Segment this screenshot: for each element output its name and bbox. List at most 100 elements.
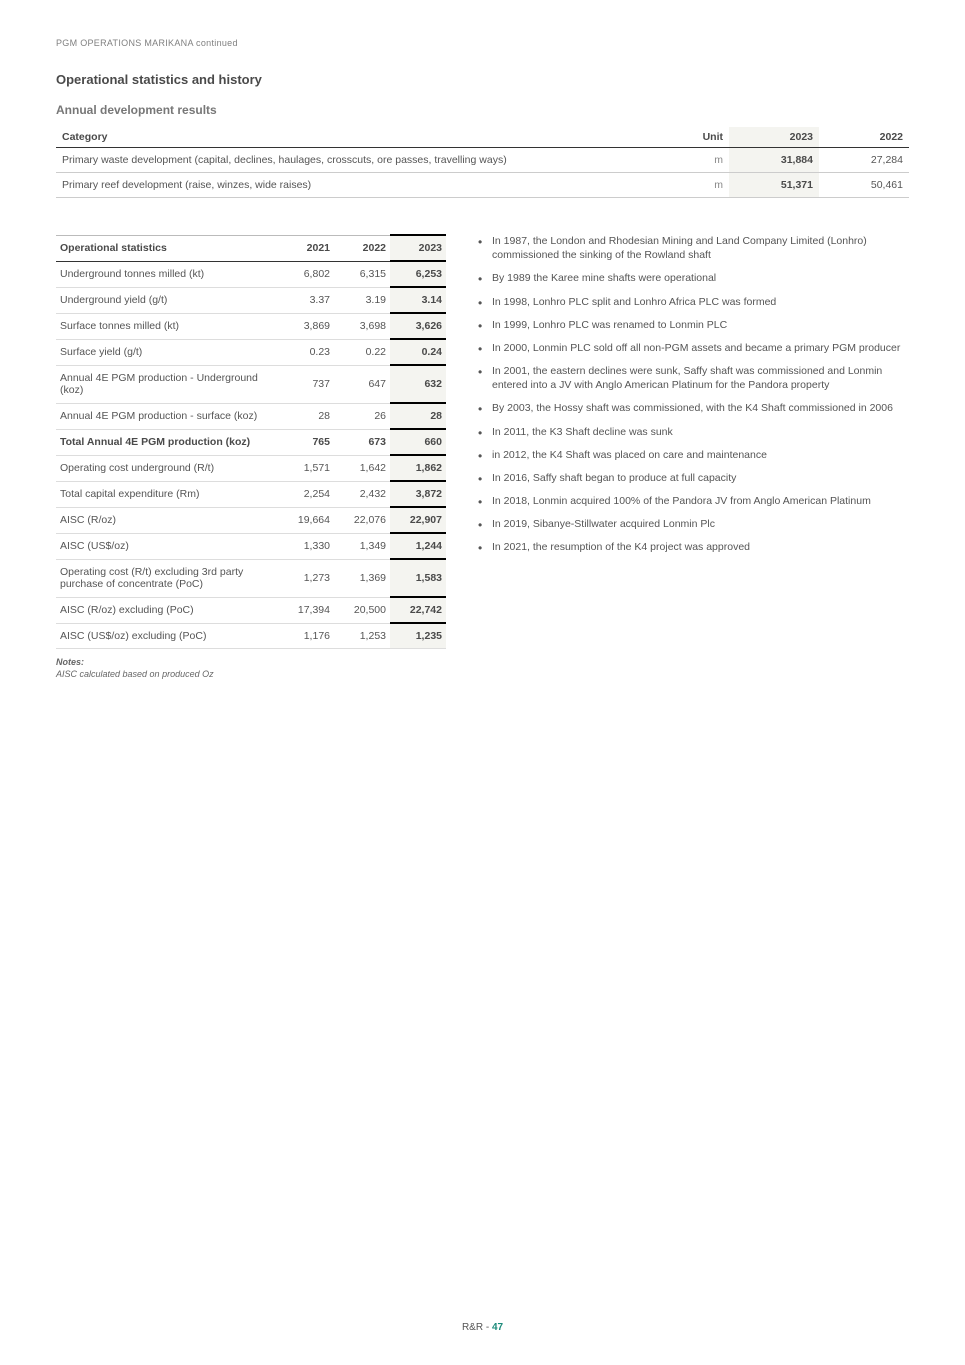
- stats-row-2022: 1,369: [334, 559, 390, 597]
- history-list: In 1987, the London and Rhodesian Mining…: [474, 234, 909, 555]
- stats-row: Total Annual 4E PGM production (koz)7656…: [56, 429, 446, 455]
- stats-row-label: Surface tonnes milled (kt): [56, 313, 278, 339]
- stats-row-label: Total capital expenditure (Rm): [56, 481, 278, 507]
- history-item: In 2000, Lonmin PLC sold off all non-PGM…: [478, 341, 909, 355]
- history-item: In 2021, the resumption of the K4 projec…: [478, 540, 909, 554]
- dev-row-2022: 50,461: [819, 173, 909, 198]
- stats-row-2021: 1,176: [278, 623, 334, 649]
- history-item: By 1989 the Karee mine shafts were opera…: [478, 271, 909, 285]
- stats-row-2021: 1,571: [278, 455, 334, 481]
- stats-row-label: Surface yield (g/t): [56, 339, 278, 365]
- history-item: In 1999, Lonhro PLC was renamed to Lonmi…: [478, 318, 909, 332]
- stats-row-2023: 1,583: [390, 559, 446, 597]
- stats-col-2022: 2022: [334, 235, 390, 261]
- stats-row-label: AISC (US$/oz) excluding (PoC): [56, 623, 278, 649]
- stats-row-2022: 0.22: [334, 339, 390, 365]
- stats-row-2021: 19,664: [278, 507, 334, 533]
- history-item: In 2016, Saffy shaft began to produce at…: [478, 471, 909, 485]
- history-item: In 1998, Lonhro PLC split and Lonhro Afr…: [478, 295, 909, 309]
- stats-row-2022: 1,253: [334, 623, 390, 649]
- history-item: In 2001, the eastern declines were sunk,…: [478, 364, 909, 392]
- operational-stats-table: Operational statistics 2021 2022 2023 Un…: [56, 234, 446, 649]
- stats-row: Annual 4E PGM production - surface (koz)…: [56, 403, 446, 429]
- stats-col-2021: 2021: [278, 235, 334, 261]
- notes-text: AISC calculated based on produced Oz: [56, 669, 214, 679]
- stats-row: Surface tonnes milled (kt)3,8693,6983,62…: [56, 313, 446, 339]
- stats-row: Operating cost underground (R/t)1,5711,6…: [56, 455, 446, 481]
- dev-row: Primary reef development (raise, winzes,…: [56, 173, 909, 198]
- dev-row-label: Primary waste development (capital, decl…: [56, 148, 679, 173]
- breadcrumb: PGM OPERATIONS MARIKANA continued: [56, 38, 909, 48]
- stats-row: Underground yield (g/t)3.373.193.14: [56, 287, 446, 313]
- stats-row: Operating cost (R/t) excluding 3rd party…: [56, 559, 446, 597]
- stats-row-2021: 1,273: [278, 559, 334, 597]
- history-item: in 2012, the K4 Shaft was placed on care…: [478, 448, 909, 462]
- stats-row-2021: 17,394: [278, 597, 334, 623]
- stats-row-2021: 765: [278, 429, 334, 455]
- stats-row-2023: 28: [390, 403, 446, 429]
- stats-row-2021: 28: [278, 403, 334, 429]
- dev-col-2022: 2022: [819, 127, 909, 148]
- page-footer: R&R - 47: [0, 1322, 965, 1333]
- stats-row-2022: 2,432: [334, 481, 390, 507]
- stats-row-2022: 6,315: [334, 261, 390, 287]
- footer-prefix: R&R -: [462, 1322, 492, 1333]
- stats-row-2023: 660: [390, 429, 446, 455]
- stats-row-2023: 22,742: [390, 597, 446, 623]
- stats-row-2022: 26: [334, 403, 390, 429]
- history-item: In 2018, Lonmin acquired 100% of the Pan…: [478, 494, 909, 508]
- stats-row-2021: 1,330: [278, 533, 334, 559]
- history-item: In 2011, the K3 Shaft decline was sunk: [478, 425, 909, 439]
- stats-notes: Notes: AISC calculated based on produced…: [56, 657, 446, 679]
- stats-row: Surface yield (g/t)0.230.220.24: [56, 339, 446, 365]
- stats-row-label: AISC (US$/oz): [56, 533, 278, 559]
- dev-row-unit: m: [679, 173, 729, 198]
- stats-row-label: Underground tonnes milled (kt): [56, 261, 278, 287]
- stats-col-label: Operational statistics: [56, 235, 278, 261]
- stats-row: AISC (R/oz) excluding (PoC)17,39420,5002…: [56, 597, 446, 623]
- stats-row-label: Annual 4E PGM production - Underground (…: [56, 365, 278, 403]
- dev-row-2022: 27,284: [819, 148, 909, 173]
- stats-row-2023: 6,253: [390, 261, 446, 287]
- history-item: In 1987, the London and Rhodesian Mining…: [478, 234, 909, 262]
- stats-row-2021: 6,802: [278, 261, 334, 287]
- dev-row-label: Primary reef development (raise, winzes,…: [56, 173, 679, 198]
- stats-row-2022: 647: [334, 365, 390, 403]
- dev-col-unit: Unit: [679, 127, 729, 148]
- stats-row-label: AISC (R/oz) excluding (PoC): [56, 597, 278, 623]
- dev-col-2023: 2023: [729, 127, 819, 148]
- stats-row-2022: 673: [334, 429, 390, 455]
- dev-col-category: Category: [56, 127, 679, 148]
- dev-row-unit: m: [679, 148, 729, 173]
- stats-row-2023: 1,862: [390, 455, 446, 481]
- history-item: By 2003, the Hossy shaft was commissione…: [478, 401, 909, 415]
- stats-col-2023: 2023: [390, 235, 446, 261]
- dev-results-title: Annual development results: [56, 103, 909, 117]
- stats-row: AISC (US$/oz)1,3301,3491,244: [56, 533, 446, 559]
- stats-row: AISC (R/oz)19,66422,07622,907: [56, 507, 446, 533]
- stats-row-2021: 2,254: [278, 481, 334, 507]
- stats-row: AISC (US$/oz) excluding (PoC)1,1761,2531…: [56, 623, 446, 649]
- stats-row-label: Operating cost (R/t) excluding 3rd party…: [56, 559, 278, 597]
- dev-results-table: Category Unit 2023 2022 Primary waste de…: [56, 127, 909, 198]
- stats-row-2023: 22,907: [390, 507, 446, 533]
- stats-row-2023: 1,244: [390, 533, 446, 559]
- stats-row-2021: 3.37: [278, 287, 334, 313]
- history-item: In 2019, Sibanye-Stillwater acquired Lon…: [478, 517, 909, 531]
- stats-row: Total capital expenditure (Rm)2,2542,432…: [56, 481, 446, 507]
- stats-row-label: AISC (R/oz): [56, 507, 278, 533]
- notes-label: Notes:: [56, 657, 446, 667]
- stats-row-2023: 0.24: [390, 339, 446, 365]
- page-number: 47: [492, 1322, 503, 1333]
- stats-row-2021: 3,869: [278, 313, 334, 339]
- stats-row-2021: 0.23: [278, 339, 334, 365]
- stats-row-2022: 3.19: [334, 287, 390, 313]
- stats-row-2022: 1,349: [334, 533, 390, 559]
- stats-row-2023: 1,235: [390, 623, 446, 649]
- dev-row-2023: 51,371: [729, 173, 819, 198]
- dev-row: Primary waste development (capital, decl…: [56, 148, 909, 173]
- section-title: Operational statistics and history: [56, 72, 909, 87]
- stats-row-label: Underground yield (g/t): [56, 287, 278, 313]
- stats-row-2021: 737: [278, 365, 334, 403]
- stats-row-2022: 1,642: [334, 455, 390, 481]
